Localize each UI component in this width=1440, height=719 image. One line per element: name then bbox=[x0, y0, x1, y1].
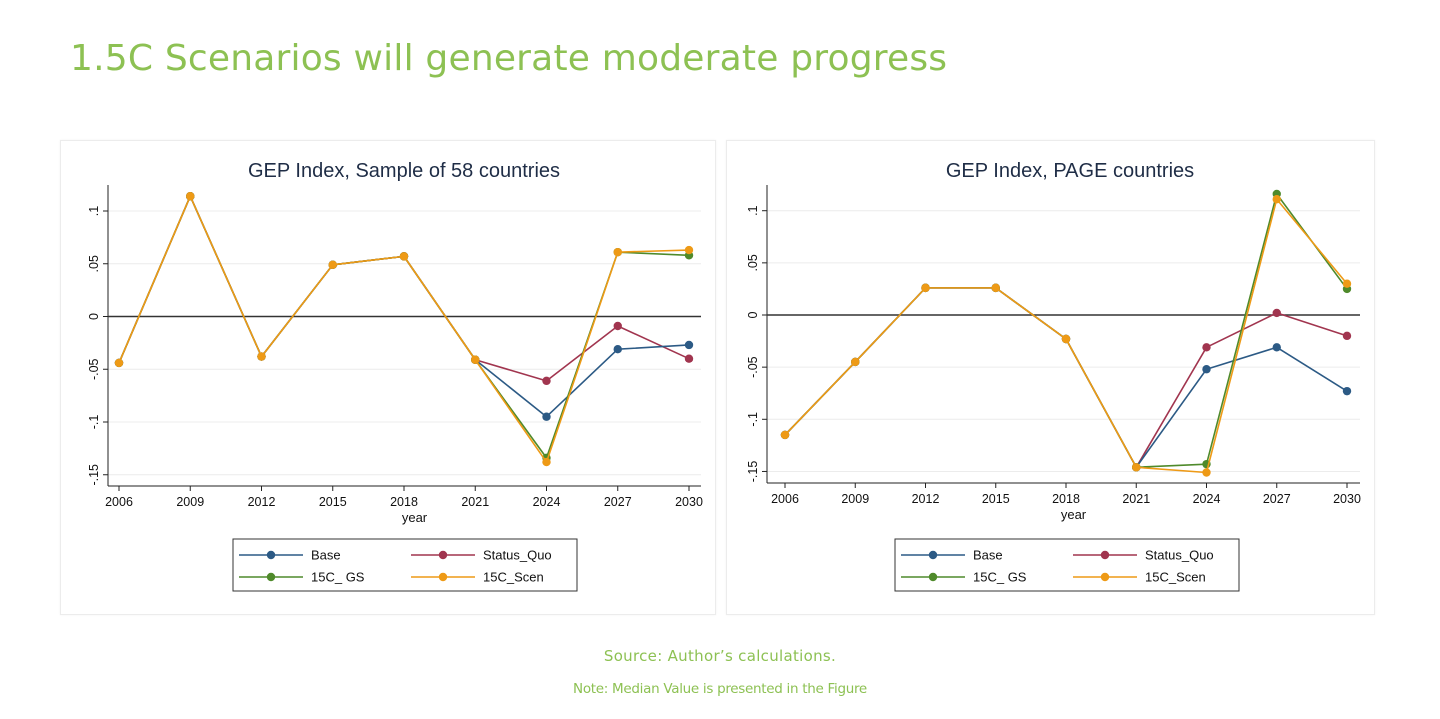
y-tick-label: 0 bbox=[746, 311, 760, 318]
x-tick-label: 2027 bbox=[1263, 492, 1291, 506]
data-point-status-quo bbox=[1202, 343, 1211, 352]
x-tick-label: 2015 bbox=[319, 495, 347, 509]
x-tick-label: 2021 bbox=[1122, 492, 1150, 506]
legend-key-marker-15c-gs bbox=[266, 572, 276, 582]
data-point-15c-scen bbox=[1202, 468, 1211, 477]
data-point-15c-scen bbox=[851, 357, 860, 367]
data-point-status-quo bbox=[613, 321, 622, 331]
data-point-15c-scen bbox=[1342, 279, 1352, 288]
y-tick-label: -.15 bbox=[87, 464, 101, 486]
y-tick-label: .1 bbox=[746, 205, 760, 215]
x-tick-label: 2006 bbox=[771, 492, 799, 506]
data-point-base bbox=[542, 412, 551, 421]
y-tick-label: -.1 bbox=[746, 412, 760, 427]
source-note: Source: Author’s calculations. bbox=[603, 647, 837, 665]
legend-label-15c-scen: 15C_Scen bbox=[483, 570, 544, 585]
legend-key-marker-base bbox=[928, 550, 938, 560]
y-tick-label: .1 bbox=[87, 206, 101, 216]
chart-svg-sample-58: GEP Index, Sample of 58 countries .1 .05 0 -… bbox=[87, 160, 703, 592]
y-tick-label: 0 bbox=[87, 313, 101, 320]
data-point-15c-scen bbox=[1061, 334, 1071, 344]
data-point-15c-scen bbox=[542, 457, 551, 467]
chart-panel-page-countries: GEP Index, PAGE countries .1 .05 0 -.05 -.1 -.… bbox=[726, 140, 1375, 615]
data-point-15c-scen bbox=[684, 245, 694, 255]
y-tick-label: .05 bbox=[746, 254, 760, 271]
chart-svg-page-countries: GEP Index, PAGE countries .1 .05 0 -.05 -.1 -.… bbox=[746, 160, 1361, 592]
data-point-15c-scen bbox=[328, 260, 337, 270]
x-tick-label: 2009 bbox=[841, 492, 869, 506]
legend-key-marker-15c-gs bbox=[928, 572, 938, 582]
legend-label-15c-gs: 15C_ GS bbox=[311, 570, 365, 585]
legend-label-base: Base bbox=[311, 548, 341, 563]
data-point-base bbox=[1202, 365, 1211, 374]
series-line-15c-gs bbox=[118, 195, 690, 459]
data-point-status-quo bbox=[542, 376, 551, 386]
data-point-15c-scen bbox=[1132, 463, 1141, 472]
legend-key-marker-status-quo bbox=[1100, 550, 1110, 560]
legend-key-marker-15c-scen bbox=[1100, 572, 1110, 582]
x-tick-label: 2018 bbox=[1052, 492, 1080, 506]
data-point-base bbox=[1342, 386, 1352, 396]
legend-label-status-quo: Status_Quo bbox=[1145, 548, 1214, 563]
legend-label-base: Base bbox=[973, 548, 1003, 563]
data-point-15c-scen bbox=[780, 430, 790, 440]
legend-label-status-quo: Status_Quo bbox=[483, 548, 552, 563]
x-axis-label: year bbox=[402, 510, 428, 525]
data-point-status-quo bbox=[1342, 331, 1352, 341]
x-tick-label: 2021 bbox=[461, 495, 489, 509]
data-point-15c-scen bbox=[991, 283, 1000, 293]
x-tick-label: 2027 bbox=[604, 495, 632, 509]
data-point-15c-scen bbox=[257, 352, 266, 361]
data-point-15c-scen bbox=[186, 192, 195, 201]
series-line-15c-gs bbox=[784, 193, 1348, 469]
data-point-base bbox=[684, 340, 694, 350]
x-tick-label: 2012 bbox=[912, 492, 940, 506]
x-tick-label: 2024 bbox=[1193, 492, 1221, 506]
data-point-status-quo bbox=[684, 354, 694, 363]
y-tick-label: -.15 bbox=[746, 461, 760, 483]
x-tick-label: 2006 bbox=[105, 495, 133, 509]
data-point-15c-scen bbox=[471, 355, 480, 364]
data-point-15c-scen bbox=[1272, 195, 1281, 204]
data-point-15c-scen bbox=[613, 247, 622, 257]
legend-label-15c-scen: 15C_Scen bbox=[1145, 570, 1206, 585]
x-axis-label: year bbox=[1061, 507, 1087, 522]
median-note: Note: Median Value is presented in the F… bbox=[573, 681, 867, 697]
x-tick-label: 2024 bbox=[533, 495, 561, 509]
data-point-15c-scen bbox=[921, 283, 930, 293]
legend-key-marker-base bbox=[266, 550, 276, 560]
legend-key-marker-status-quo bbox=[438, 550, 448, 560]
y-tick-label: -.05 bbox=[746, 356, 760, 378]
chart-title: GEP Index, Sample of 58 countries bbox=[248, 160, 560, 182]
x-tick-label: 2012 bbox=[248, 495, 276, 509]
x-tick-label: 2009 bbox=[176, 495, 204, 509]
legend-key-marker-15c-scen bbox=[438, 572, 448, 582]
x-tick-label: 2030 bbox=[1333, 492, 1361, 506]
y-tick-label: -.05 bbox=[87, 358, 101, 380]
chart-panel-sample-58: GEP Index, Sample of 58 countries .1 .05 0 -… bbox=[60, 140, 716, 615]
x-tick-label: 2018 bbox=[390, 495, 418, 509]
data-point-status-quo bbox=[1272, 308, 1281, 318]
x-tick-label: 2015 bbox=[982, 492, 1010, 506]
x-tick-label: 2030 bbox=[675, 495, 703, 509]
y-tick-label: -.1 bbox=[87, 415, 101, 430]
y-tick-label: .05 bbox=[87, 255, 101, 272]
series-line-status-quo bbox=[118, 195, 690, 382]
slide-title: 1.5C Scenarios will generate moderate pr… bbox=[70, 38, 948, 79]
legend-box bbox=[232, 538, 578, 592]
data-point-15c-scen bbox=[399, 252, 409, 261]
legend-box bbox=[894, 538, 1240, 592]
legend-label-15c-gs: 15C_ GS bbox=[973, 570, 1027, 585]
data-point-base bbox=[1272, 343, 1281, 352]
chart-title: GEP Index, PAGE countries bbox=[946, 160, 1194, 182]
data-point-base bbox=[613, 345, 622, 354]
data-point-15c-scen bbox=[114, 358, 124, 368]
